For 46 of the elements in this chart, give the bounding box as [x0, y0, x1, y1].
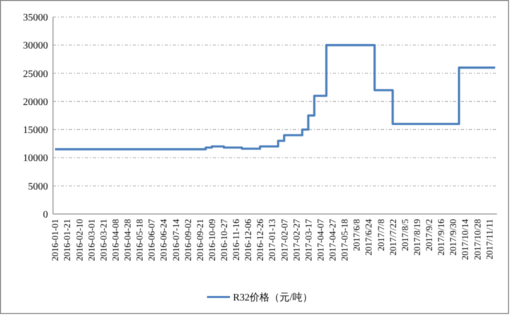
x-tick-label: 2016-05-18 [134, 218, 145, 261]
x-tick-label: 2017-01-13 [267, 218, 278, 261]
x-tick-label: 2017/10/28 [472, 218, 482, 260]
y-tick-label: 25000 [23, 68, 48, 80]
x-tick-label: 2016-11-16 [231, 218, 242, 261]
x-tick-label: 2017/6/24 [364, 218, 374, 256]
x-tick-label: 2017-04-27 [328, 218, 338, 261]
x-tick-label: 2016-10-27 [218, 218, 229, 261]
x-tick-label: 2017/7/22 [388, 219, 398, 256]
x-tick-label: 2016-01-21 [62, 219, 72, 261]
x-tick-label: 2017/7/8 [376, 218, 386, 252]
x-tick-label: 2016-12-26 [255, 218, 266, 261]
x-tick-label: 2017/8/19 [412, 218, 422, 256]
x-tick-label: 2017/9/2 [424, 219, 434, 252]
y-tick-label: 0 [43, 210, 48, 220]
x-tick-label: 2017/9/30 [448, 218, 458, 256]
x-tick-label: 2017-04-07 [315, 218, 326, 261]
x-tick-label: 2017-03-17 [303, 218, 314, 261]
x-tick-label: 2017/9/16 [436, 218, 446, 256]
x-tick-label: 2016-12-06 [243, 218, 254, 261]
x-tick-label: 2016-06-07 [146, 218, 157, 261]
x-tick-label: 2016-09-02 [182, 219, 193, 261]
x-tick-label: 2016-04-08 [110, 218, 120, 261]
y-tick-label: 10000 [23, 153, 48, 164]
x-tick-label: 2016-02-10 [74, 218, 84, 261]
x-tick-label: 2016-03-01 [86, 219, 96, 261]
x-tick-label: 2017/6/8 [352, 218, 362, 252]
x-tick-label: 2016-01-01 [50, 219, 60, 261]
x-tick-label: 2016-09-21 [194, 219, 205, 261]
y-tick-label: 30000 [23, 40, 48, 52]
x-tick-label: 2017/10/14 [460, 218, 470, 260]
y-tick-label: 35000 [23, 12, 48, 24]
x-tick-label: 2017/11/11 [484, 219, 494, 260]
x-tick-label: 2016-10-09 [206, 218, 217, 261]
x-tick-label: 2016-03-21 [98, 219, 108, 261]
x-tick-label: 2016-07-14 [170, 218, 181, 261]
x-tick-label: 2016-04-28 [122, 218, 133, 261]
x-tick-label: 2017-05-18 [340, 218, 350, 261]
y-tick-label: 15000 [23, 125, 48, 136]
x-tick-label: 2017-02-27 [291, 218, 302, 261]
y-tick-label: 20000 [23, 96, 48, 108]
y-tick-label: 5000 [28, 181, 48, 192]
x-tick-label: 2017-02-07 [279, 218, 290, 261]
legend-label: R32价格（元/吨） [233, 292, 312, 304]
x-tick-label: 2016-06-24 [158, 218, 169, 261]
x-tick-label: 2017/8/5 [400, 218, 410, 252]
